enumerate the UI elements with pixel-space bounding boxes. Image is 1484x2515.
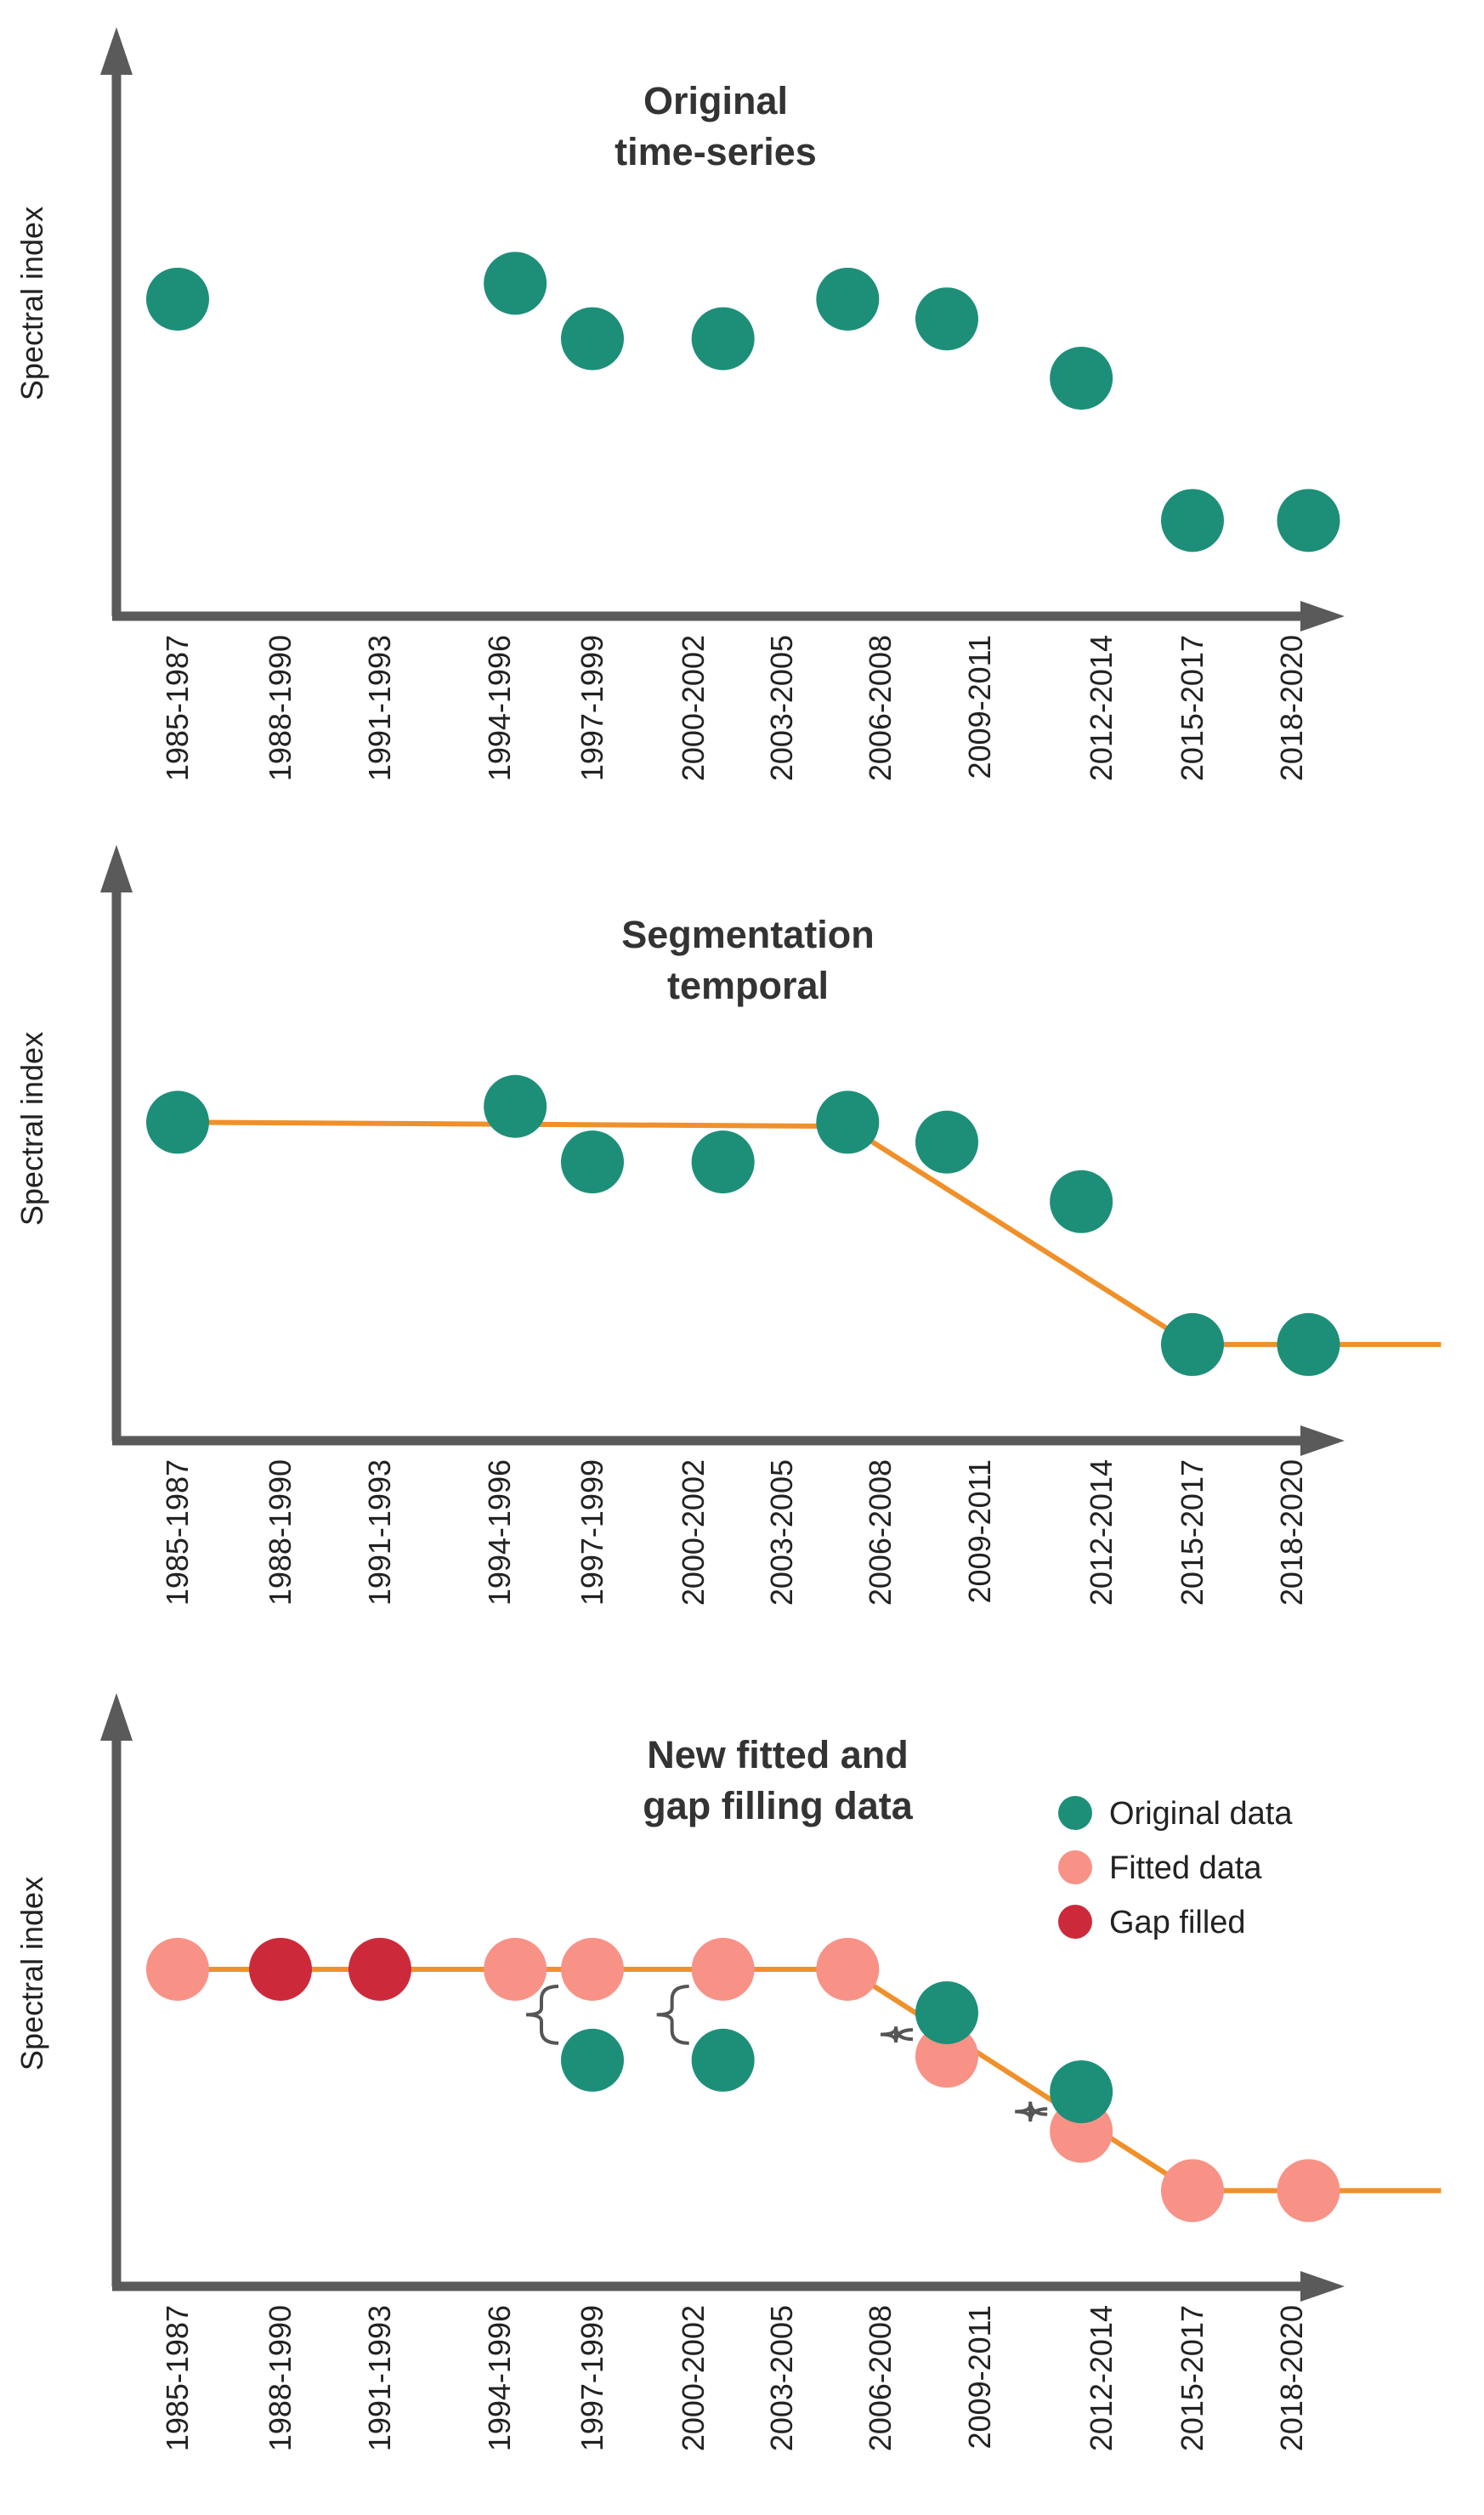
x-tick-label: 1997-1999 [575, 2305, 609, 2451]
original-point [1277, 1312, 1340, 1376]
original-point [915, 287, 978, 351]
original-point [484, 252, 547, 315]
y-axis-arrowhead [100, 1693, 133, 1741]
x-tick-label: 1997-1999 [575, 1459, 609, 1606]
original-point [561, 1130, 624, 1194]
original-point [1050, 1170, 1113, 1233]
x-tick-label: 2000-2002 [676, 2305, 711, 2451]
original-point [484, 1074, 547, 1138]
x-tick-label: 2000-2002 [676, 635, 711, 781]
x-axis-arrowhead [1300, 1425, 1345, 1456]
chart-panel-1: Spectral index Original time-series 1985-19… [14, 27, 1345, 781]
original-point [816, 1090, 880, 1154]
fitted-point [1277, 2159, 1340, 2223]
x-tick-label: 2006-2008 [863, 1459, 898, 1606]
x-tick-label: 1991-1993 [362, 635, 397, 781]
original-point [691, 2028, 755, 2092]
y-axis-arrowhead [100, 845, 133, 892]
x-tick-label: 2015-2017 [1175, 1459, 1209, 1606]
difference-brace [525, 1984, 559, 2045]
fitted-point [146, 1937, 209, 2001]
x-tick-label: 1994-1996 [482, 635, 517, 781]
difference-brace [880, 2026, 914, 2043]
original-point [816, 267, 880, 331]
original-point [1050, 2060, 1113, 2124]
legend-label-fitted: Fitted data [1109, 1850, 1262, 1886]
x-tick-label: 2012-2014 [1084, 2305, 1119, 2451]
original-point [915, 1110, 978, 1174]
x-tick-label: 1985-1987 [160, 1459, 195, 1606]
legend-marker-fitted [1058, 1850, 1092, 1884]
fitted-point [691, 1937, 755, 2001]
x-tick-label: 2000-2002 [676, 1459, 711, 1606]
original-point [1161, 1312, 1224, 1376]
original-point [1161, 489, 1224, 552]
trend-line [178, 1966, 1442, 2194]
difference-brace [1015, 2101, 1048, 2122]
x-tick-label: 2012-2014 [1084, 1459, 1119, 1606]
chart-title-line-2: gap filling data [643, 1784, 913, 1827]
x-tick-label: 2006-2008 [863, 635, 898, 781]
x-tick-label: 2009-2011 [962, 1459, 997, 1604]
fitted-point [484, 1937, 547, 2001]
original-point [691, 307, 755, 371]
original-point [146, 1090, 209, 1154]
chart-title-line-1: Original [643, 79, 788, 122]
x-tick-label: 1994-1996 [482, 2305, 517, 2451]
y-axis-arrowhead [100, 27, 133, 75]
original-point [691, 1130, 755, 1194]
difference-brace [656, 1984, 689, 2045]
original-point [1050, 346, 1113, 410]
x-tick-label: 2012-2014 [1084, 635, 1119, 781]
x-tick-label: 2009-2011 [962, 2305, 997, 2450]
chart-panel-2: Spectral index Segmentation temporal 1985-1… [14, 845, 1442, 1606]
legend-label-gap_filled: Gap filled [1109, 1905, 1246, 1940]
fitted-point [561, 1937, 624, 2001]
x-tick-label: 1988-1990 [263, 1459, 297, 1606]
y-axis-label: Spectral index [14, 1032, 49, 1226]
legend-marker-gap_filled [1058, 1905, 1092, 1939]
original-point [146, 267, 209, 331]
y-axis-label: Spectral index [14, 1877, 49, 2070]
chart-title-line-1: New fitted and [647, 1733, 909, 1776]
x-axis-arrowhead [1300, 2271, 1345, 2302]
gap_filled-point [348, 1937, 411, 2001]
fitted-point [816, 1937, 880, 2001]
x-tick-label: 2003-2005 [764, 635, 799, 781]
fitted-point [915, 2025, 978, 2088]
x-axis-arrowhead [1300, 601, 1345, 632]
legend-marker-original [1058, 1796, 1092, 1830]
x-tick-label: 2006-2008 [863, 2305, 898, 2451]
x-tick-label: 2015-2017 [1175, 635, 1209, 781]
x-tick-label: 1991-1993 [362, 1459, 397, 1606]
x-tick-label: 2003-2005 [764, 1459, 799, 1606]
x-tick-label: 1988-1990 [263, 2305, 297, 2451]
x-tick-label: 1991-1993 [362, 2305, 397, 2451]
x-tick-label: 2018-2020 [1274, 635, 1309, 781]
original-point [1277, 489, 1340, 552]
x-tick-label: 1994-1996 [482, 1459, 517, 1606]
original-point [561, 307, 624, 371]
x-tick-label: 1985-1987 [160, 635, 195, 781]
x-tick-label: 2009-2011 [962, 635, 997, 779]
chart-title-line-2: time-series [615, 130, 817, 173]
x-tick-label: 2018-2020 [1274, 2305, 1309, 2451]
x-tick-label: 1997-1999 [575, 635, 609, 781]
original-point [561, 2028, 624, 2092]
chart-title-line-1: Segmentation [621, 913, 875, 956]
x-tick-label: 1988-1990 [263, 635, 297, 781]
gap_filled-point [249, 1937, 312, 2001]
y-axis-label: Spectral index [14, 207, 49, 400]
trend-line [177, 1119, 1442, 1347]
fitted-point [1161, 2159, 1224, 2223]
x-tick-label: 1985-1987 [160, 2305, 195, 2451]
original-point [915, 1981, 978, 2045]
legend-label-original: Original data [1109, 1796, 1293, 1832]
x-tick-label: 2003-2005 [764, 2305, 799, 2451]
x-tick-label: 2018-2020 [1274, 1459, 1309, 1606]
chart-title-line-2: temporal [667, 964, 829, 1007]
chart-panel-3: Spectral index New fitted and gap filling … [14, 1693, 1442, 2451]
x-tick-label: 2015-2017 [1175, 2305, 1209, 2451]
